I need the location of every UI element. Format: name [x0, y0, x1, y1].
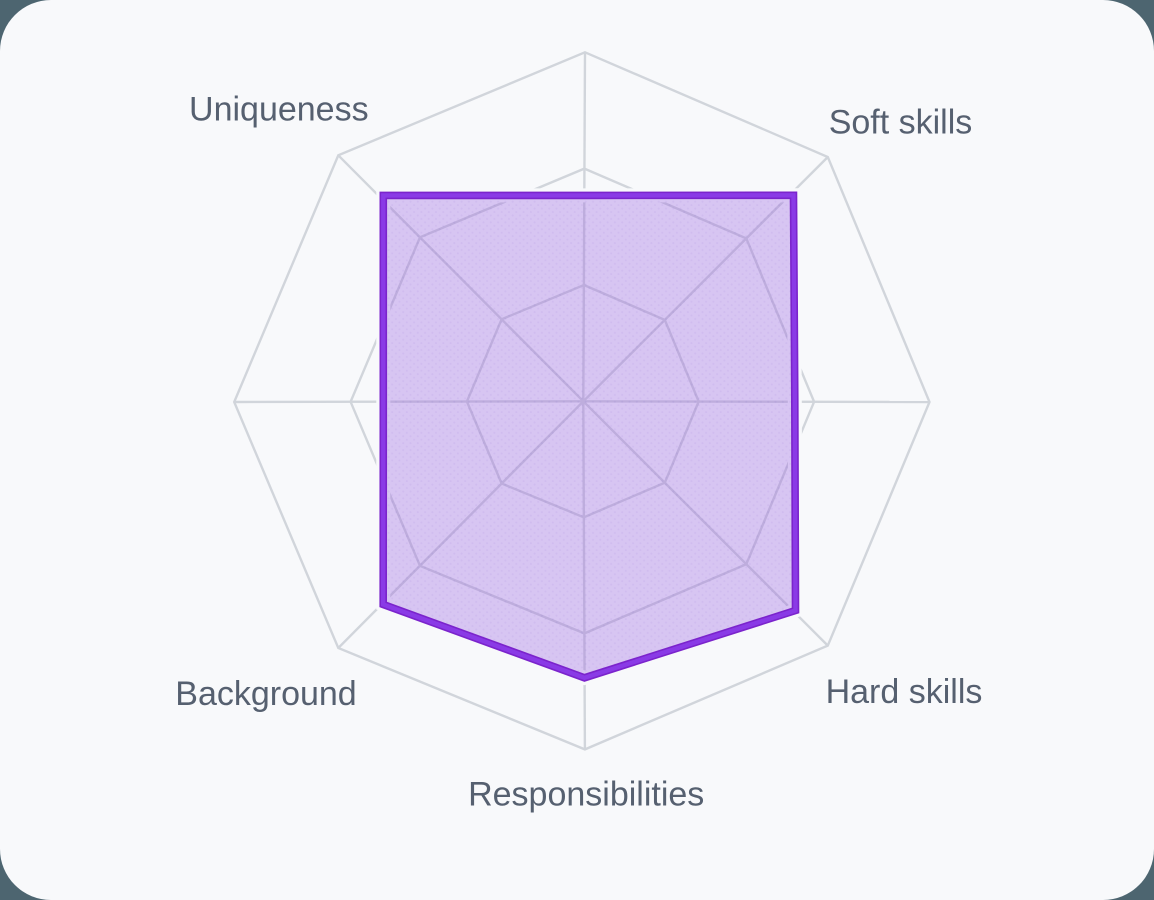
svg-text:Background: Background — [175, 675, 356, 713]
svg-text:Hard skills: Hard skills — [826, 673, 983, 711]
svg-text:Uniqueness: Uniqueness — [189, 91, 369, 129]
svg-text:Soft skills: Soft skills — [829, 103, 973, 141]
svg-text:Responsibilities: Responsibilities — [468, 776, 704, 814]
